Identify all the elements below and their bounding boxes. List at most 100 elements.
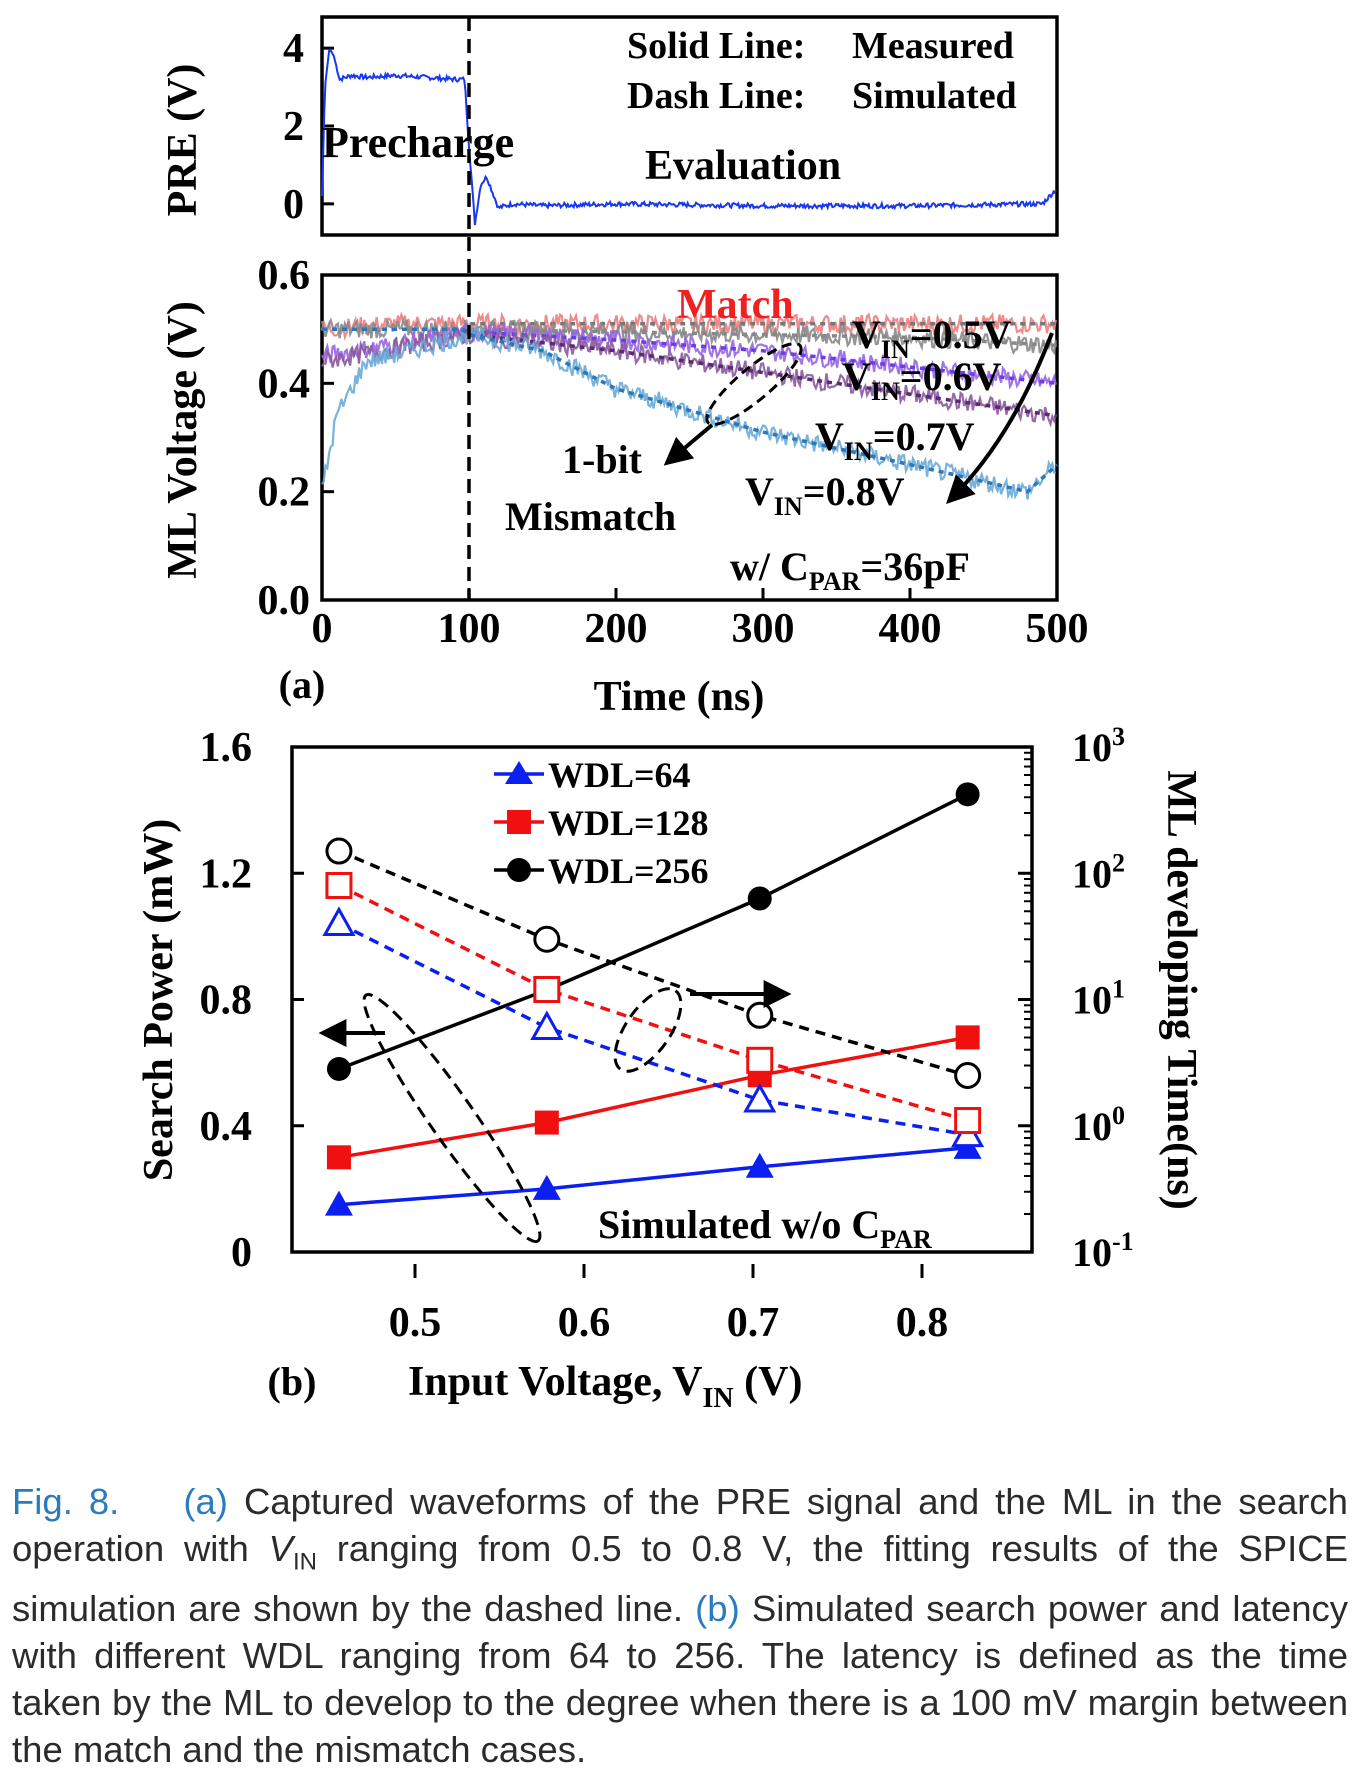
latency-point-wdl256 [325, 837, 353, 865]
ml-traces [320, 311, 1059, 500]
pre-y-ticks: 4 2 0 [283, 26, 334, 228]
vin-trend-arrow [946, 332, 1054, 504]
latency-point-wdl64 [322, 906, 356, 936]
latency-line-wdl128 [338, 883, 969, 1123]
figure-caption: Fig. 8. (a) Captured waveforms of the PR… [12, 1478, 1348, 1773]
b-legend: WDL=64 WDL=128 WDL=256 [494, 755, 709, 891]
latency-point-wdl128 [954, 1107, 982, 1135]
power-point-wdl64 [324, 1190, 353, 1216]
figure-canvas: 4 2 0 PRE (V) Solid Line: Measured Dash Li… [136, 15, 1204, 1414]
pre-y-axis-label: PRE (V) [160, 64, 206, 217]
b-right-tick-label: 10-1 [1072, 1227, 1134, 1275]
pre-y-tick-label: 4 [283, 26, 304, 72]
pre-y-tick-label: 2 [283, 104, 304, 150]
caption-fig-number: Fig. 8. [12, 1481, 120, 1522]
ml-x-tick-label: 0 [312, 606, 333, 652]
b-left-tick-label: 0 [231, 1230, 252, 1276]
legend-solid-value: Measured [852, 25, 1014, 67]
ml-x-tick-label: 400 [879, 606, 942, 652]
evaluation-label: Evaluation [645, 143, 841, 189]
legend-dash-key: Dash Line: [627, 75, 805, 117]
legend-solid-key: Solid Line: [627, 25, 805, 67]
power-point-wdl128 [534, 1110, 559, 1135]
panel-a-label: (a) [279, 662, 326, 707]
b-x-tick-label: 0.6 [558, 1300, 611, 1346]
latency-point-wdl64 [530, 1010, 564, 1041]
ml-x-tick-label: 500 [1026, 606, 1089, 652]
mismatch-group-ellipse [705, 342, 803, 426]
mismatch-label-line1: 1-bit [562, 437, 643, 482]
ml-axis-ticks: 0.6 0.4 0.2 0.00 100 200 300 400 500 [258, 253, 1089, 652]
right-axis-group-ellipse [613, 987, 683, 1073]
sim-note: Simulated w/o CPAR [598, 1202, 932, 1254]
b-x-tick-label: 0.5 [389, 1300, 442, 1346]
ml-x-tick-label: 300 [732, 606, 795, 652]
latency-point-wdl128 [746, 1046, 774, 1074]
vin-05-label: VIN=0.5V [852, 312, 1012, 364]
legend-label-wdl128: WDL=128 [548, 803, 709, 843]
b-right-tick-label: 103 [1072, 722, 1125, 770]
ml-x-tick-label: 200 [585, 606, 648, 652]
latency-point-wdl128 [325, 871, 353, 899]
b-left-tick-label: 1.6 [200, 725, 253, 771]
svg-text:Input Voltage, VIN (V): Input Voltage, VIN (V) [408, 1359, 802, 1414]
caption-v-subscript: IN [292, 1548, 317, 1576]
b-x-axis-label: Input Voltage, VIN (V) [408, 1359, 802, 1414]
latency-point-wdl256 [954, 1062, 982, 1090]
power-line-wdl256 [338, 792, 969, 1071]
ml-plot-frame [320, 273, 1059, 602]
mismatch-label-line2: Mismatch [505, 494, 676, 539]
b-left-tick-label: 0.8 [200, 978, 253, 1024]
latency-point-wdl128 [533, 976, 561, 1004]
ml-y-tick-label: 0.0 [258, 578, 311, 624]
power-point-wdl64 [745, 1152, 774, 1178]
ml-trace-vin-08-measured [321, 321, 1057, 500]
panel-b: 1.6 1.2 0.8 0.4 0 0.5 0.6 0.7 0.8 103 102 101 100 10-… [136, 722, 1204, 1414]
panel-a: 4 2 0 PRE (V) Solid Line: Measured Dash Li… [160, 15, 1089, 720]
latency-point-wdl256 [746, 1001, 774, 1029]
svg-text:VIN=0.5V: VIN=0.5V [852, 312, 1012, 364]
svg-text:w/ CPAR=36pF: w/ CPAR=36pF [730, 544, 970, 596]
caption-b-ref: (b) [695, 1588, 740, 1630]
caption-v-symbol: V [268, 1528, 293, 1569]
b-series [322, 782, 985, 1216]
caption-b-text: Simulated search power and latency with … [12, 1588, 1348, 1771]
mismatch-arrow [663, 423, 714, 466]
b-right-tick-label: 101 [1072, 975, 1125, 1023]
vin-07-label: VIN=0.7V [815, 414, 975, 466]
b-left-tick-label: 1.2 [200, 851, 253, 897]
svg-text:VIN=0.7V: VIN=0.7V [815, 414, 975, 466]
svg-text:Simulated w/o CPAR: Simulated w/o CPAR [598, 1202, 932, 1254]
pre-y-tick-label: 0 [283, 182, 304, 228]
caption-a-ref: (a) [183, 1481, 228, 1522]
latency-line-wdl64 [338, 921, 968, 1137]
b-right-tick-label: 100 [1072, 1101, 1125, 1149]
latency-point-wdl64 [743, 1082, 777, 1113]
ml-y-tick-label: 0.2 [258, 470, 311, 516]
power-point-wdl256 [955, 782, 980, 807]
vin-06-label: VIN=0.6V [842, 354, 1002, 406]
ml-trace-vin-06-measured [321, 320, 1057, 390]
power-line-wdl64 [338, 1146, 968, 1207]
legend-dash-value: Simulated [852, 75, 1017, 117]
ml-y-tick-label: 0.6 [258, 253, 311, 299]
b-x-tick-label: 0.8 [896, 1300, 949, 1346]
power-line-wdl128 [338, 1035, 968, 1160]
ml-x-tick-label: 100 [438, 606, 501, 652]
legend-marker-wdl128 [507, 810, 531, 834]
b-right-tick-label: 102 [1072, 848, 1125, 896]
precharge-label: Precharge [322, 118, 514, 167]
vin-08-label: VIN=0.8V [745, 469, 905, 521]
b-axis-ticks: 1.6 1.2 0.8 0.4 0 0.5 0.6 0.7 0.8 103 102 101 100 10-… [200, 722, 1134, 1346]
pre-trace-line [321, 48, 1057, 226]
b-left-y-axis-label: Search Power (mW) [136, 819, 182, 1181]
legend-marker-wdl256 [507, 858, 531, 882]
caption-a-text-1: Captured waveforms of the PRE signal and… [12, 1481, 1348, 1569]
ml-y-tick-label: 0.4 [258, 361, 311, 407]
panel-b-label: (b) [268, 1359, 317, 1404]
caption-a-text-2: ranging from 0.5 to 0.8 V, the fitting r… [12, 1528, 1348, 1630]
legend-label-wdl256: WDL=256 [548, 851, 709, 891]
ml-trace-vin-08-simulated [322, 327, 1059, 494]
power-point-wdl256 [326, 1056, 351, 1081]
left-axis-group-ellipse [362, 992, 542, 1244]
